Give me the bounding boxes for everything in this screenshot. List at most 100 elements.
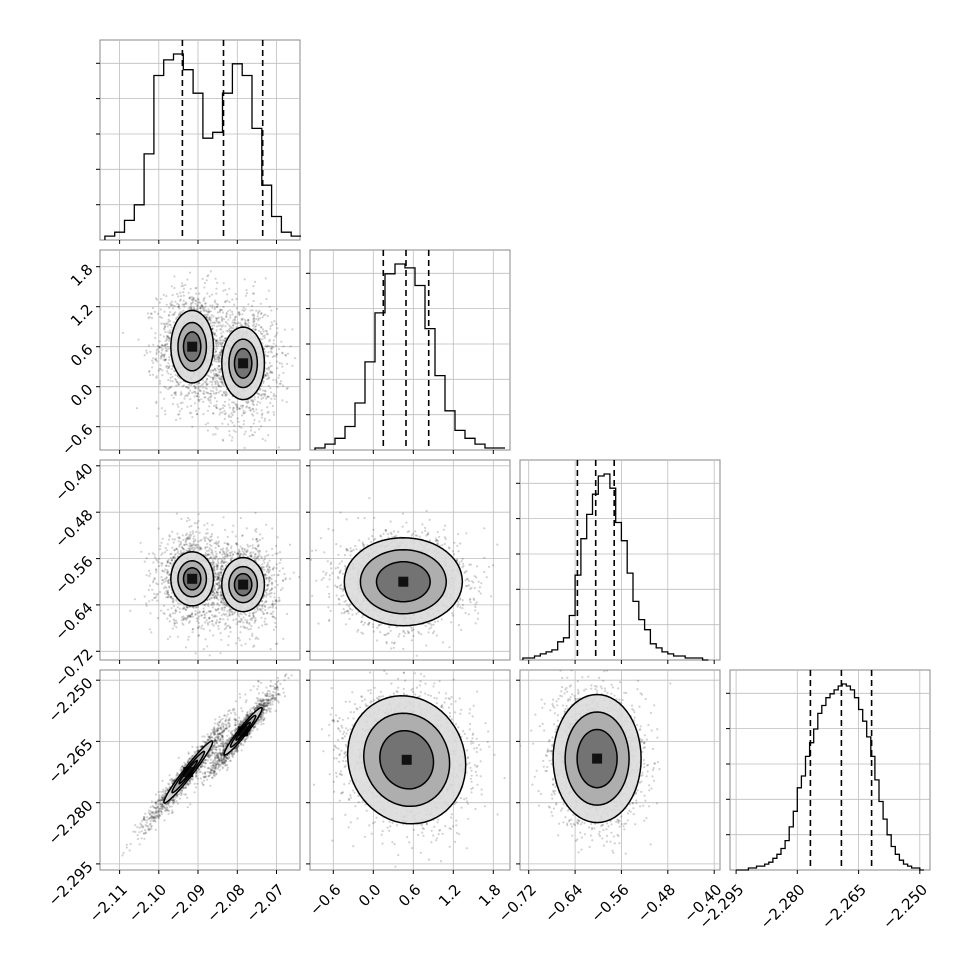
scatter-point bbox=[206, 313, 209, 316]
scatter-point bbox=[223, 554, 227, 558]
scatter-point bbox=[241, 309, 244, 312]
scatter-point bbox=[249, 555, 252, 558]
scatter-point bbox=[197, 385, 200, 388]
scatter-point bbox=[183, 543, 186, 547]
scatter-point bbox=[206, 374, 209, 377]
scatter-point bbox=[257, 317, 260, 320]
scatter-point bbox=[265, 330, 268, 333]
scatter-point bbox=[217, 356, 220, 359]
scatter-point bbox=[171, 530, 174, 534]
scatter-point bbox=[223, 339, 226, 343]
scatter-point bbox=[189, 543, 192, 546]
scatter-point bbox=[269, 350, 272, 353]
scatter-point bbox=[217, 588, 220, 591]
scatter-point bbox=[173, 392, 176, 395]
scatter-point bbox=[267, 368, 271, 371]
scatter-point bbox=[195, 395, 198, 398]
scatter-point bbox=[165, 365, 168, 368]
scatter-point bbox=[266, 611, 269, 615]
scatter-point bbox=[179, 311, 182, 314]
histogram-panel-2 bbox=[516, 459, 721, 664]
scatter-point bbox=[231, 408, 234, 412]
scatter-point bbox=[167, 388, 170, 391]
scatter-point bbox=[220, 325, 224, 328]
scatter-point bbox=[158, 382, 162, 385]
scatter-point bbox=[166, 591, 169, 594]
scatter-point bbox=[166, 367, 169, 370]
scatter-point bbox=[157, 565, 161, 568]
scatter-point bbox=[219, 600, 222, 604]
scatter-point bbox=[271, 600, 274, 603]
scatter-point bbox=[223, 567, 226, 570]
scatter-point bbox=[233, 611, 237, 614]
scatter-point bbox=[225, 548, 228, 551]
scatter-point bbox=[169, 319, 172, 323]
scatter-point bbox=[182, 606, 185, 609]
scatter-point bbox=[171, 627, 174, 630]
scatter-point bbox=[196, 605, 199, 609]
scatter-point bbox=[208, 547, 211, 550]
scatter-point bbox=[160, 349, 163, 352]
scatter-point bbox=[210, 394, 213, 397]
scatter-point bbox=[191, 615, 194, 618]
scatter-point bbox=[266, 406, 269, 409]
scatter-point bbox=[254, 328, 257, 331]
scatter-point bbox=[273, 596, 276, 599]
scatter-point bbox=[164, 580, 168, 583]
scatter-point bbox=[265, 576, 269, 579]
scatter-point bbox=[167, 320, 170, 323]
scatter-point bbox=[268, 576, 271, 580]
scatter-point bbox=[246, 401, 249, 405]
scatter-point bbox=[215, 582, 218, 586]
scatter-point bbox=[168, 535, 172, 538]
scatter-point bbox=[210, 535, 213, 538]
scatter-point bbox=[216, 583, 219, 586]
scatter-point bbox=[206, 537, 209, 540]
scatter-point bbox=[169, 595, 173, 598]
scatter-point bbox=[209, 310, 212, 313]
scatter-point bbox=[216, 427, 219, 430]
scatter-point bbox=[180, 285, 183, 288]
scatter-point bbox=[218, 321, 221, 324]
scatter-point bbox=[232, 324, 235, 327]
scatter-point bbox=[224, 613, 228, 616]
scatter-point bbox=[271, 371, 274, 374]
scatter-point bbox=[219, 586, 222, 589]
scatter-point bbox=[181, 622, 184, 625]
scatter-point bbox=[271, 554, 274, 557]
scatter-point bbox=[252, 320, 255, 323]
scatter-point bbox=[258, 388, 262, 391]
scatter-point bbox=[274, 606, 278, 610]
scatter-point bbox=[216, 564, 219, 567]
scatter-point bbox=[191, 298, 194, 301]
scatter-point bbox=[232, 407, 235, 410]
scatter-point bbox=[212, 369, 215, 372]
scatter-point bbox=[224, 623, 227, 626]
scatter-point bbox=[276, 574, 279, 577]
scatter-point bbox=[197, 387, 200, 390]
scatter-point bbox=[183, 305, 186, 308]
scatter-point bbox=[232, 327, 235, 330]
scatter-point bbox=[215, 621, 218, 624]
scatter-point bbox=[213, 542, 216, 545]
scatter-point bbox=[168, 329, 171, 332]
scatter-point bbox=[215, 404, 218, 407]
scatter-point bbox=[188, 533, 191, 537]
scatter-point bbox=[182, 287, 186, 290]
scatter-point bbox=[170, 552, 173, 556]
scatter-point bbox=[210, 314, 213, 317]
contour-line bbox=[233, 347, 253, 379]
scatter-point bbox=[163, 344, 166, 347]
scatter-point bbox=[147, 316, 150, 320]
scatter-point bbox=[253, 398, 256, 401]
scatter-point bbox=[222, 516, 225, 519]
scatter-point bbox=[213, 324, 216, 327]
scatter-point bbox=[225, 627, 228, 630]
scatter-point bbox=[286, 386, 289, 390]
scatter-point bbox=[208, 396, 211, 399]
scatter-point bbox=[262, 381, 265, 384]
scatter-point bbox=[221, 564, 224, 567]
scatter-point bbox=[196, 620, 199, 623]
scatter-point bbox=[189, 297, 192, 300]
scatter-point bbox=[166, 325, 169, 328]
